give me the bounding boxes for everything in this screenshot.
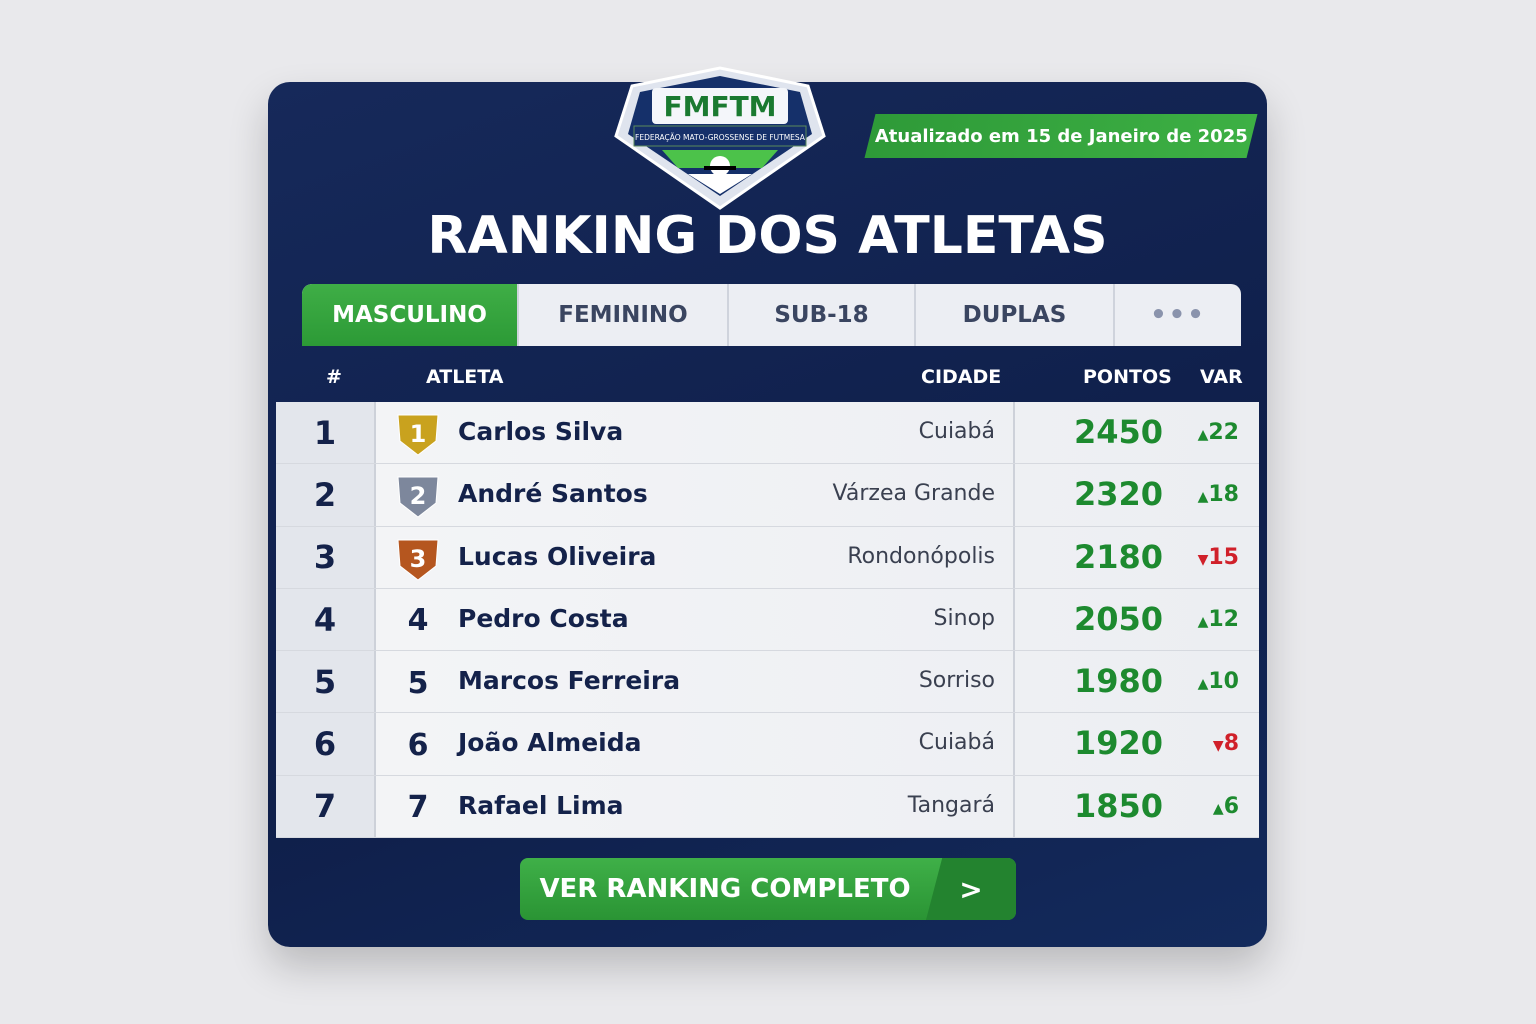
variation: ▼15 xyxy=(1198,545,1239,570)
athlete-name: Rafael Lima xyxy=(458,790,624,820)
athlete-name: Lucas Oliveira xyxy=(458,541,657,571)
position-number: 4 xyxy=(407,603,429,639)
chevron-right-icon: > xyxy=(926,858,1016,920)
divider xyxy=(1013,713,1015,775)
triangle-down-icon: ▼ xyxy=(1197,551,1209,568)
svg-text:3: 3 xyxy=(410,545,427,573)
variation: ▲18 xyxy=(1198,482,1239,507)
variation-value: 22 xyxy=(1208,420,1239,445)
rank: 3 xyxy=(276,526,376,588)
points: 1850 xyxy=(1073,786,1163,825)
variation: ▼8 xyxy=(1213,731,1239,756)
bronze-medal-icon: 3 xyxy=(397,539,439,581)
triangle-up-icon: ▲ xyxy=(1212,800,1224,817)
athlete-name: Marcos Ferreira xyxy=(458,666,681,696)
gold-medal-icon: 1 xyxy=(397,414,439,456)
variation-value: 6 xyxy=(1223,793,1239,819)
athlete-city: Cuiabá xyxy=(918,730,995,756)
divider xyxy=(1013,651,1015,713)
tab-feminino[interactable]: FEMININO xyxy=(519,284,729,346)
silver-medal-icon: 2 xyxy=(397,476,439,518)
triangle-up-icon: ▲ xyxy=(1197,427,1209,443)
variation-value: 12 xyxy=(1208,606,1239,632)
category-tabs: MASCULINO FEMININO SUB-18 DUPLAS ••• xyxy=(302,284,1241,346)
divider xyxy=(1013,775,1015,838)
rank: 7 xyxy=(276,775,376,838)
variation-value: 10 xyxy=(1208,669,1239,695)
athlete-name: Carlos Silva xyxy=(458,417,624,446)
more-icon[interactable]: ••• xyxy=(1150,300,1206,330)
view-full-ranking-button[interactable]: VER RANKING COMPLETO > xyxy=(520,858,1016,920)
athlete-name: Pedro Costa xyxy=(458,603,629,633)
col-city: CIDADE xyxy=(921,366,1002,388)
button-label: VER RANKING COMPLETO xyxy=(539,874,911,904)
updated-text: Atualizado em 15 de Janeiro de 2025 xyxy=(874,125,1248,147)
tab-masculino[interactable]: MASCULINO xyxy=(302,284,519,346)
points: 2450 xyxy=(1073,413,1163,451)
points: 1920 xyxy=(1073,724,1163,763)
triangle-up-icon: ▲ xyxy=(1197,613,1209,630)
athlete-city: Várzea Grande xyxy=(832,481,995,507)
tab-duplas[interactable]: DUPLAS xyxy=(916,284,1115,346)
svg-text:FMFTM: FMFTM xyxy=(663,90,776,123)
col-points: PONTOS xyxy=(1083,366,1172,388)
position-number: 6 xyxy=(407,727,429,763)
athlete-city: Sorriso xyxy=(918,668,995,694)
divider xyxy=(1013,526,1015,588)
fmftm-logo: FMFTM FEDERAÇÃO MATO-GROSSENSE DE FUTMES… xyxy=(614,66,826,210)
divider xyxy=(1013,464,1015,526)
rank: 4 xyxy=(276,588,376,651)
col-rank: # xyxy=(326,366,342,388)
points: 2180 xyxy=(1073,537,1163,576)
athlete-city: Cuiabá xyxy=(918,419,995,444)
points: 1980 xyxy=(1073,662,1163,701)
points: 2320 xyxy=(1073,475,1163,514)
table-row[interactable]: 3 3 Lucas Oliveira Rondonópolis 2180 ▼15 xyxy=(276,526,1259,589)
variation: ▲22 xyxy=(1198,420,1239,445)
triangle-down-icon: ▼ xyxy=(1212,738,1224,755)
variation: ▲10 xyxy=(1198,669,1239,694)
position-number: 7 xyxy=(407,790,429,826)
col-var: VAR xyxy=(1200,366,1243,388)
athlete-city: Rondonópolis xyxy=(847,543,995,569)
rank: 5 xyxy=(276,651,376,713)
position-number: 5 xyxy=(407,665,429,701)
updated-badge: Atualizado em 15 de Janeiro de 2025 xyxy=(864,114,1258,158)
svg-text:2: 2 xyxy=(410,482,427,510)
rank: 6 xyxy=(276,713,376,775)
tab-sub-18[interactable]: SUB-18 xyxy=(729,284,916,346)
athlete-name: João Almeida xyxy=(458,728,642,758)
triangle-up-icon: ▲ xyxy=(1197,489,1209,506)
points: 2050 xyxy=(1073,599,1163,638)
table-header: # ATLETA CIDADE PONTOS VAR xyxy=(276,346,1259,402)
svg-text:FEDERAÇÃO MATO-GROSSENSE DE FU: FEDERAÇÃO MATO-GROSSENSE DE FUTMESA xyxy=(635,133,806,142)
variation: ▲12 xyxy=(1198,607,1239,632)
divider xyxy=(1013,588,1015,651)
divider xyxy=(1013,402,1015,464)
variation-value: 15 xyxy=(1208,544,1239,570)
table-row[interactable]: 2 2 André Santos Várzea Grande 2320 ▲18 xyxy=(276,464,1259,527)
rank: 1 xyxy=(276,402,376,464)
athlete-name: André Santos xyxy=(458,479,648,509)
athlete-city: Tangará xyxy=(907,792,995,818)
variation-value: 8 xyxy=(1223,731,1239,757)
rank: 2 xyxy=(276,464,376,526)
athlete-city: Sinop xyxy=(933,605,995,631)
variation: ▲6 xyxy=(1213,794,1239,819)
triangle-up-icon: ▲ xyxy=(1197,676,1209,693)
svg-text:1: 1 xyxy=(410,420,427,448)
col-athlete: ATLETA xyxy=(426,366,504,388)
table-row[interactable]: 1 1 Carlos Silva Cuiabá 2450 ▲22 xyxy=(276,402,1259,465)
variation-value: 18 xyxy=(1208,482,1239,508)
page-title: RANKING DOS ATLETAS xyxy=(427,206,1108,266)
